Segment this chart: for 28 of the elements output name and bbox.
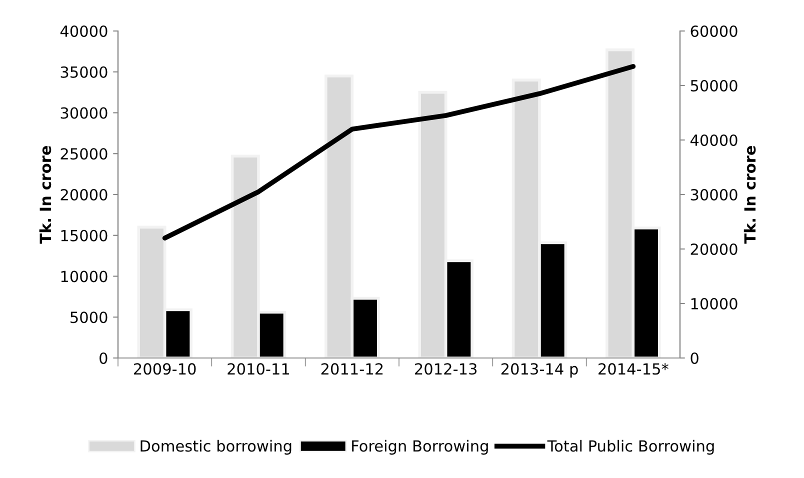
y-tick-label: 40000 — [60, 25, 108, 38]
y2-tick-label: 20000 — [690, 243, 738, 256]
legend-label: Total Public Borrowing — [547, 440, 714, 455]
y2-axis-title: Tk. In crore — [744, 146, 756, 244]
y-tick-label: 15000 — [61, 230, 108, 242]
y2-tick-label: 0 — [690, 352, 698, 364]
y2-tick-label: 40000 — [690, 134, 738, 146]
y2-tick-label: 10000 — [691, 298, 738, 310]
y2-tick-label: 30000 — [690, 188, 738, 201]
x-tick-label: 2011-12 — [321, 363, 383, 375]
y-tick-label: 20000 — [60, 188, 108, 201]
legend-label: Domestic borrowing — [140, 440, 292, 455]
line-series — [162, 64, 636, 241]
x-tick-label: 2010-11 — [228, 363, 290, 375]
legend-label: Foreign Borrowing — [352, 440, 488, 455]
y-tick-label: 25000 — [60, 148, 108, 160]
x-tick-label: 2014-15* — [598, 363, 668, 375]
y-tick-label: 30000 — [60, 107, 108, 119]
y-tick-label: 5000 — [70, 312, 108, 324]
y-tick-label: 0 — [100, 352, 108, 364]
x-tick-label: 2012-13 — [415, 363, 477, 375]
y-axis-title: Tk. In crore — [39, 146, 52, 244]
x-tick-label: 2009-10 — [134, 363, 196, 375]
y2-tick-label: 60000 — [690, 25, 738, 38]
y-tick-label: 35000 — [60, 66, 108, 78]
y-tick-label: 10000 — [61, 270, 108, 282]
x-tick-label: 2013-14 p — [501, 363, 578, 378]
y2-tick-label: 50000 — [690, 80, 738, 92]
